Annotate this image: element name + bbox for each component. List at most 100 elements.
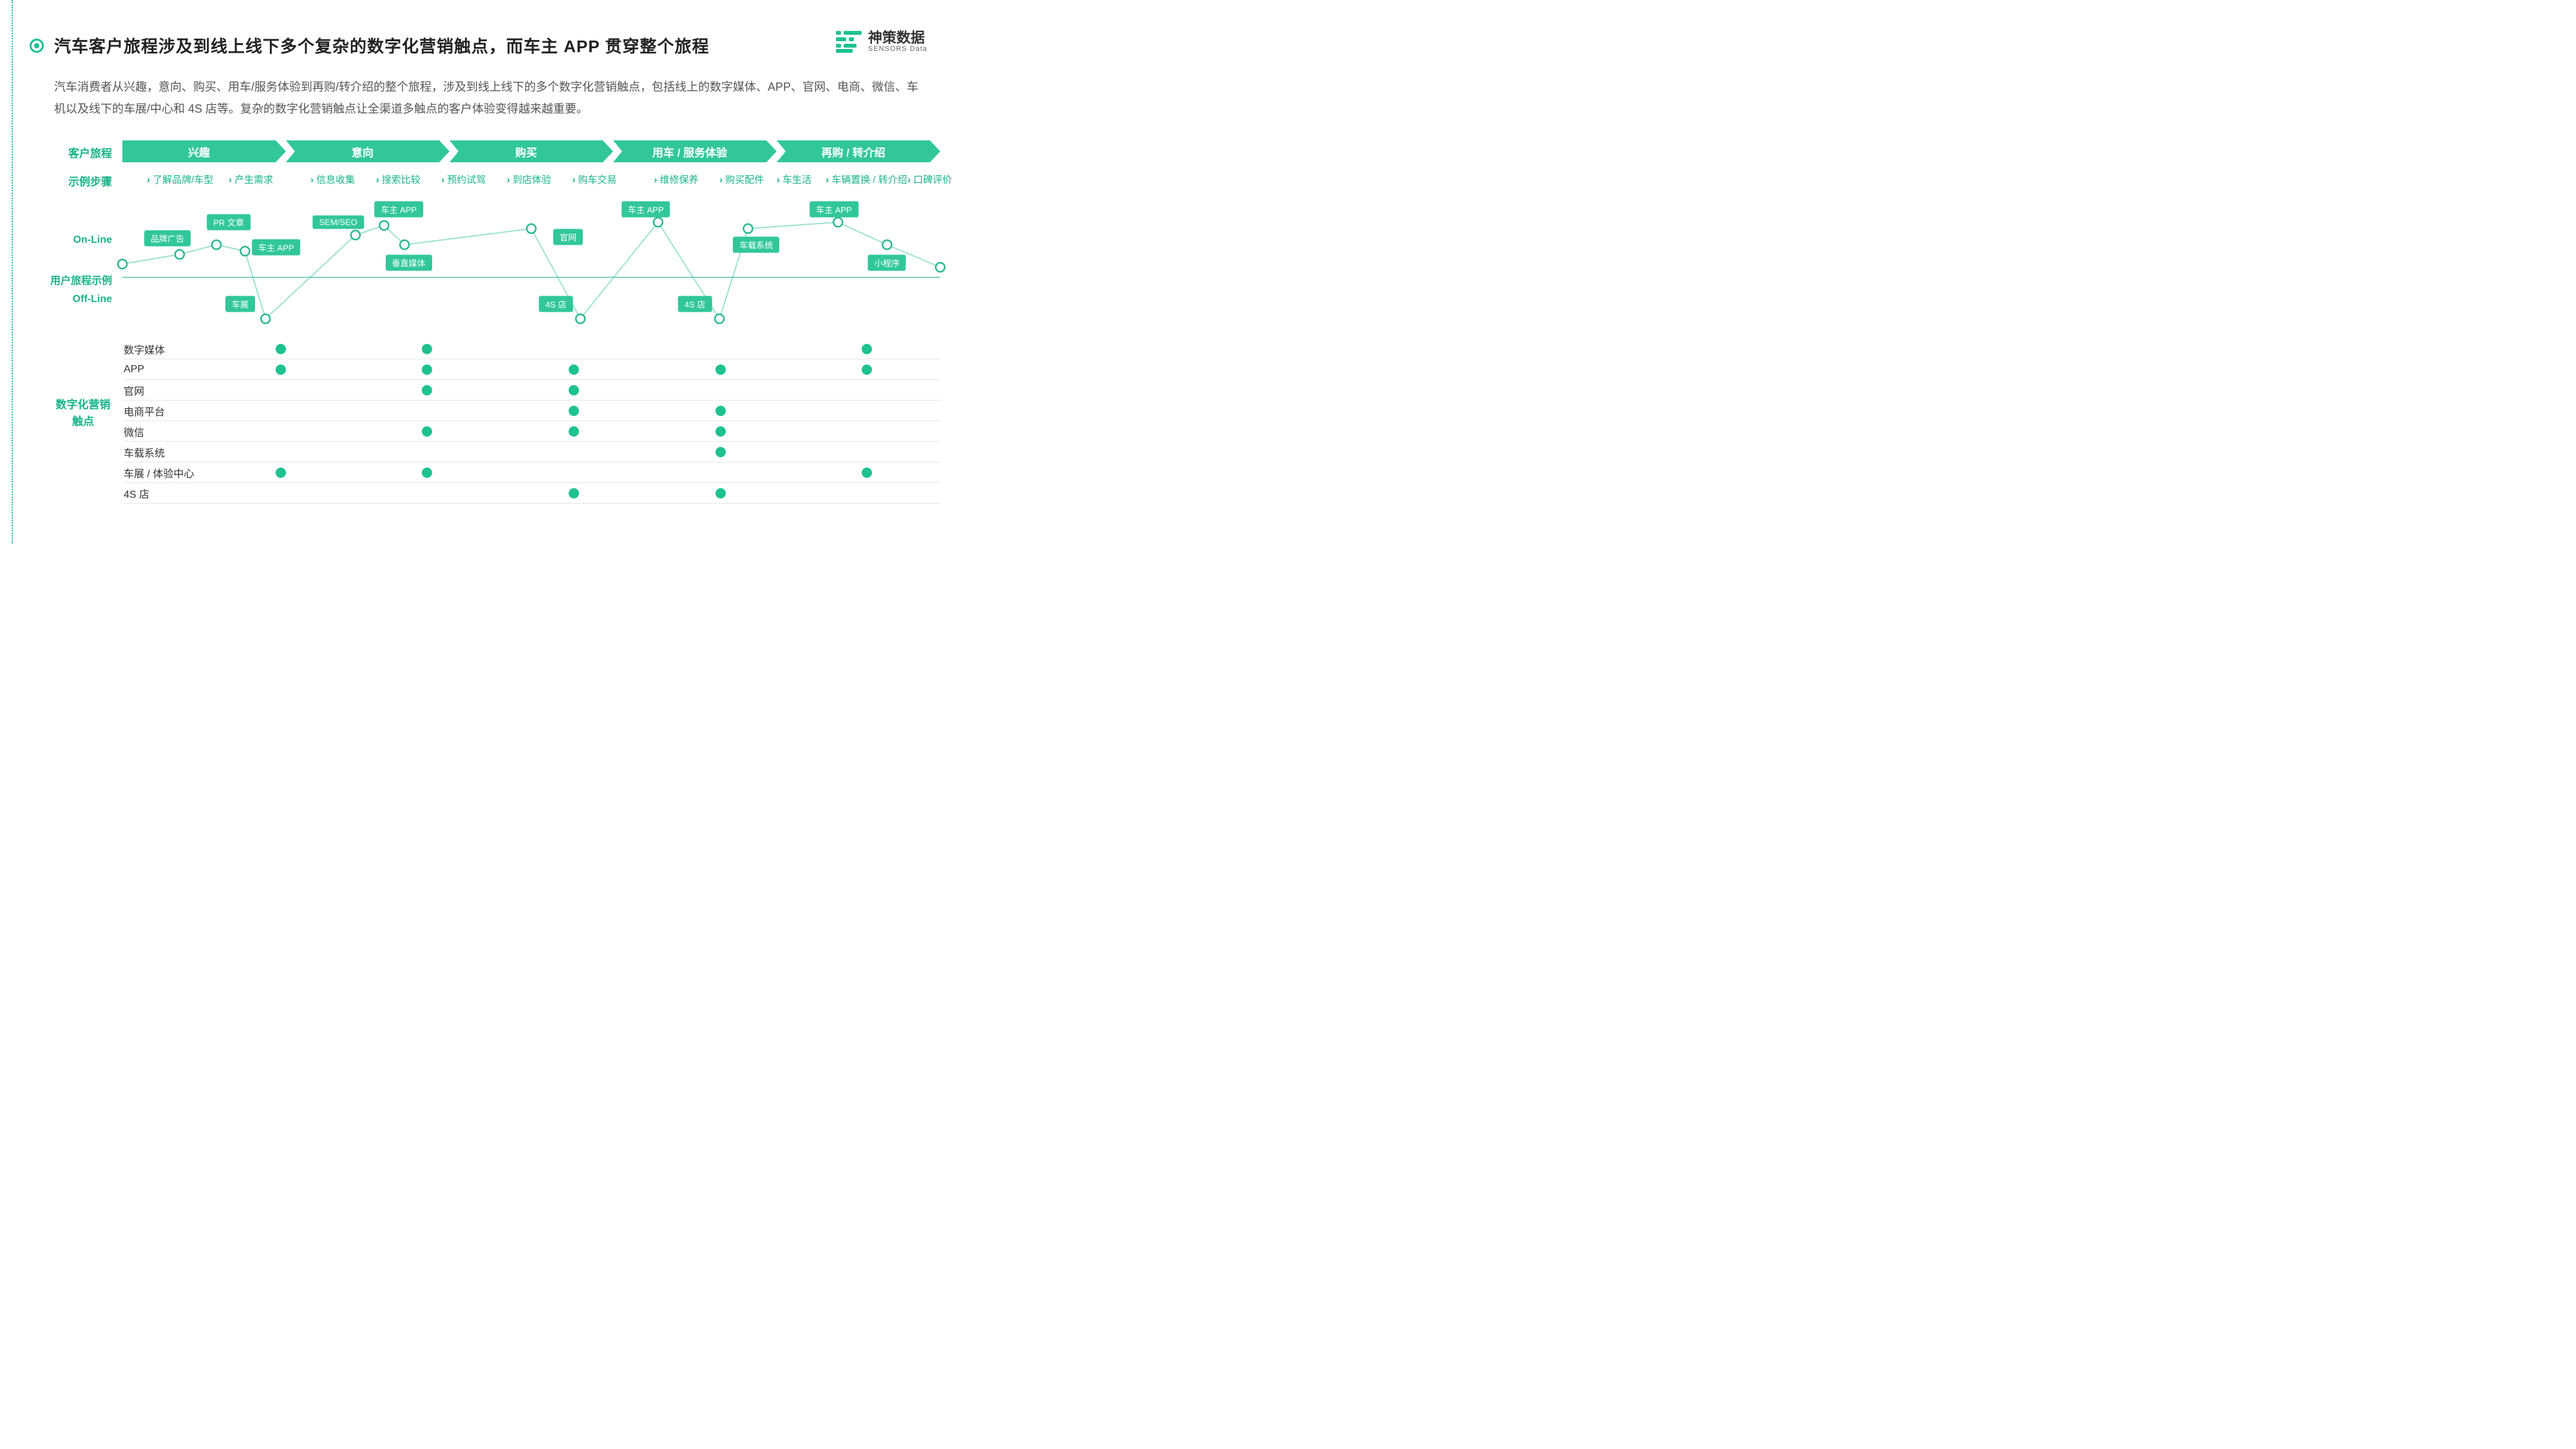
journey-node bbox=[175, 250, 184, 259]
title-bullet-icon bbox=[30, 39, 44, 53]
journey-node-label: 车展 bbox=[225, 296, 255, 312]
matrix-row-label: 车展 / 体验中心 bbox=[124, 465, 207, 480]
journey-node bbox=[400, 240, 409, 249]
journey-node bbox=[379, 221, 388, 230]
step-label: 到店体验 bbox=[507, 173, 551, 186]
journey-node bbox=[882, 240, 891, 249]
step-label: 搜索比较 bbox=[376, 173, 421, 186]
matrix-row: APP bbox=[124, 359, 940, 380]
step-label: 口碑评价 bbox=[907, 173, 952, 186]
label-online: On-Line bbox=[48, 234, 112, 246]
journey-node-label: 品牌广告 bbox=[144, 231, 191, 247]
journey-node bbox=[576, 314, 585, 323]
page-title: 汽车客户旅程涉及到线上线下多个复杂的数字化营销触点，而车主 APP 贯穿整个旅程 bbox=[54, 33, 709, 57]
matrix-dot bbox=[862, 365, 872, 375]
journey-node-label: 4S 店 bbox=[539, 296, 573, 312]
matrix-row: 官网 bbox=[124, 380, 940, 401]
matrix-dot bbox=[715, 488, 726, 498]
matrix-row: 数字媒体 bbox=[124, 339, 940, 359]
stage-arrow: 意向 bbox=[286, 140, 450, 162]
journey-node bbox=[936, 263, 945, 272]
step-label: 产生需求 bbox=[229, 173, 273, 186]
step-label: 购买配件 bbox=[719, 173, 764, 186]
step-label: 信息收集 bbox=[310, 173, 355, 186]
stage-arrow: 兴趣 bbox=[122, 140, 286, 162]
stage-arrow: 购买 bbox=[450, 140, 613, 162]
journey-node-label: 垂直媒体 bbox=[385, 255, 431, 271]
journey-node-label: 车主 APP bbox=[252, 240, 301, 256]
matrix-dot bbox=[715, 447, 726, 457]
journey-node bbox=[527, 224, 536, 233]
matrix-dot bbox=[422, 385, 432, 395]
matrix-dot bbox=[422, 426, 432, 437]
journey-node bbox=[715, 314, 724, 323]
journey-node bbox=[212, 240, 221, 249]
matrix-row: 电商平台 bbox=[124, 401, 940, 421]
logo-mark-icon bbox=[836, 31, 862, 53]
journey-node-label: 车主 APP bbox=[621, 202, 670, 218]
left-dotted-rule bbox=[12, 0, 13, 544]
journey-node bbox=[654, 218, 663, 227]
matrix-row: 车载系统 bbox=[124, 442, 940, 462]
matrix-row-label: 车载系统 bbox=[124, 444, 207, 460]
matrix-dot bbox=[569, 488, 579, 498]
journey-chart: 品牌广告PR 文章车主 APP车展SEM/SEO车主 APP垂直媒体官网4S 店… bbox=[122, 193, 940, 328]
journey-node-label: 小程序 bbox=[868, 255, 906, 271]
matrix-row: 4S 店 bbox=[124, 483, 940, 504]
matrix-dot bbox=[715, 406, 726, 416]
brand-logo: 神策数据 SENSORS Data bbox=[836, 31, 927, 53]
stage-label: 购买 bbox=[450, 140, 603, 162]
matrix-row: 车展 / 体验中心 bbox=[124, 462, 940, 483]
matrix-dot bbox=[715, 426, 726, 437]
matrix-dot bbox=[422, 365, 432, 375]
journey-node bbox=[833, 218, 842, 227]
matrix-dot bbox=[862, 468, 872, 478]
matrix-dot bbox=[276, 365, 286, 375]
matrix-dot bbox=[422, 344, 432, 354]
step-label: 了解品牌/车型 bbox=[147, 173, 213, 186]
stage-label: 意向 bbox=[286, 140, 439, 162]
journey-node-label: PR 文章 bbox=[207, 214, 251, 231]
journey-node bbox=[241, 247, 250, 256]
step-label: 维修保养 bbox=[654, 173, 699, 186]
logo-brand-cn: 神策数据 bbox=[868, 31, 927, 45]
journey-node-label: 官网 bbox=[553, 229, 583, 245]
stage-arrow: 再购 / 转介绍 bbox=[777, 140, 940, 162]
matrix-dot bbox=[569, 406, 579, 416]
journey-node bbox=[118, 260, 127, 269]
matrix-row-label: 官网 bbox=[124, 383, 207, 398]
logo-brand-en: SENSORS Data bbox=[868, 45, 927, 53]
label-journey-example: 用户旅程示例 bbox=[28, 272, 112, 287]
label-journey-stages: 客户旅程 bbox=[54, 144, 112, 160]
label-touchpoints: 数字化营销触点 bbox=[54, 397, 112, 430]
step-label: 车辆置换 / 转介绍 bbox=[826, 173, 907, 186]
matrix-row-label: 4S 店 bbox=[124, 486, 207, 501]
matrix-dot bbox=[422, 468, 432, 478]
stage-label: 兴趣 bbox=[122, 140, 276, 162]
stage-arrow: 用车 / 服务体验 bbox=[613, 140, 777, 162]
matrix-row-label: 数字媒体 bbox=[124, 341, 207, 357]
journey-node-label: 车载系统 bbox=[733, 237, 779, 253]
journey-node bbox=[351, 231, 360, 240]
stage-label: 用车 / 服务体验 bbox=[613, 140, 766, 162]
stages-row: 兴趣意向购买用车 / 服务体验再购 / 转介绍 bbox=[122, 140, 940, 162]
matrix-dot bbox=[569, 365, 579, 375]
matrix-row-label: 微信 bbox=[124, 424, 207, 439]
journey-node-label: 车主 APP bbox=[810, 202, 858, 218]
matrix-dot bbox=[569, 385, 579, 395]
matrix-row: 微信 bbox=[124, 421, 940, 442]
step-label: 预约试驾 bbox=[441, 173, 486, 186]
journey-node-label: SEM/SEO bbox=[313, 216, 364, 229]
stage-label: 再购 / 转介绍 bbox=[777, 140, 930, 162]
matrix-dot bbox=[862, 344, 872, 354]
journey-node bbox=[744, 224, 753, 233]
matrix-row-label: APP bbox=[124, 364, 207, 375]
journey-node-label: 4S 店 bbox=[678, 296, 712, 312]
step-label: 购车交易 bbox=[573, 173, 617, 186]
matrix-dot bbox=[715, 365, 726, 375]
journey-node bbox=[261, 314, 270, 323]
matrix-dot bbox=[276, 344, 286, 354]
page-subtitle: 汽车消费者从兴趣，意向、购买、用车/服务体验到再购/转介绍的整个旅程，涉及到线上… bbox=[54, 76, 927, 120]
steps-row: 了解品牌/车型产生需求信息收集搜索比较预约试驾到店体验购车交易维修保养购买配件车… bbox=[122, 173, 940, 189]
step-label: 车生活 bbox=[777, 173, 811, 186]
